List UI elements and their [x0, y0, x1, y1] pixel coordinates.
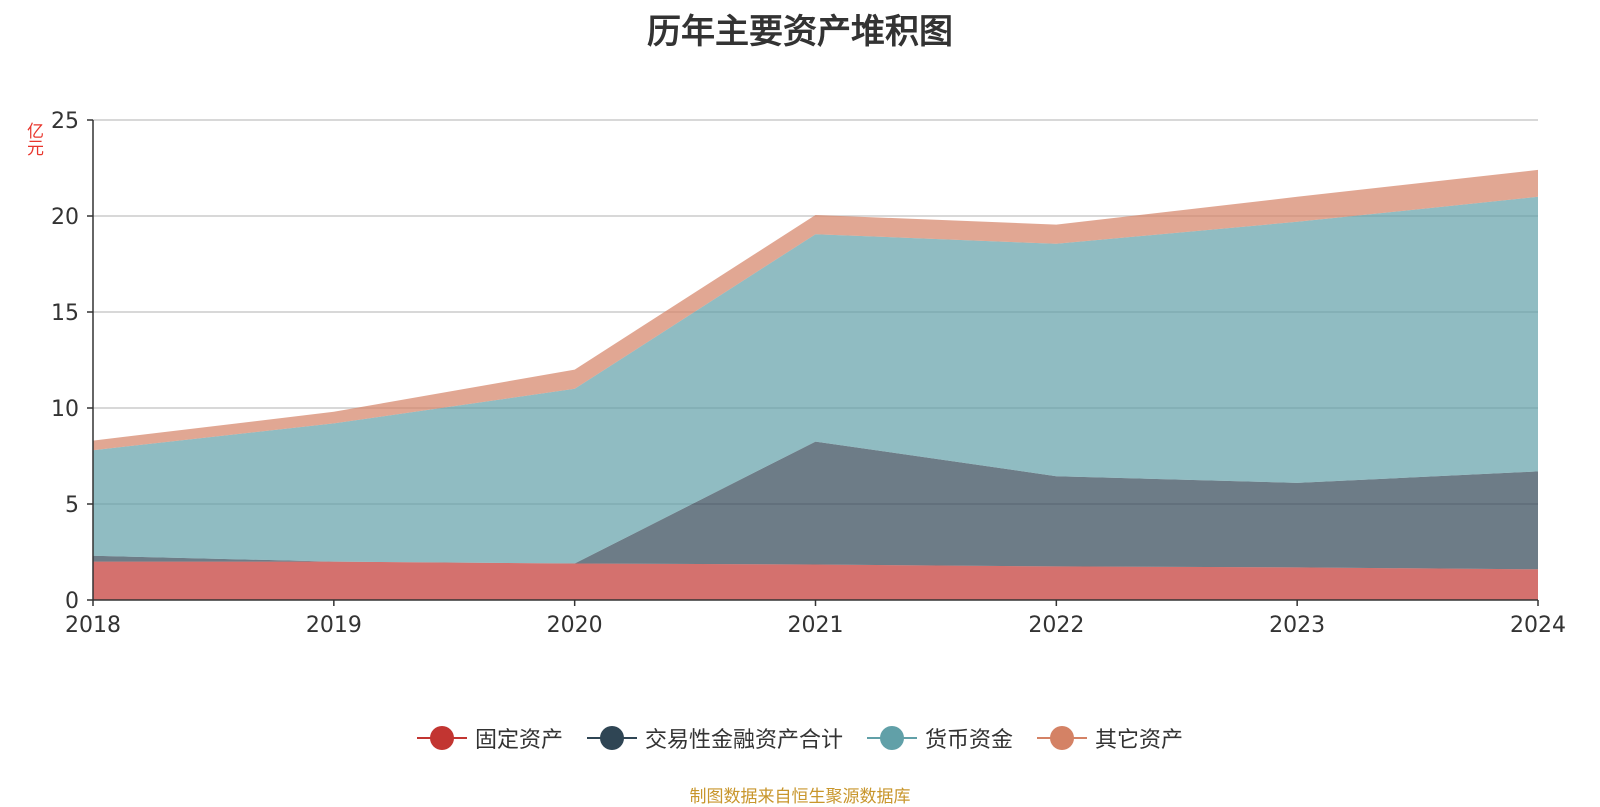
- legend-item[interactable]: 货币资金: [867, 722, 1013, 754]
- stacked-area-chart: 0 5 10 15 20 25 2018 2019 2020 2021 2022 2023 2024: [51, 109, 1566, 638]
- legend-label: 交易性金融资产合计: [644, 728, 843, 753]
- legend-marker-icon: [586, 725, 637, 751]
- x-tick-label: 2018: [65, 613, 121, 638]
- x-tick-label: 2024: [1510, 613, 1566, 638]
- legend-marker-icon: [867, 725, 917, 751]
- x-tick-label: 2019: [306, 613, 362, 638]
- chart-legend: 固定资产 交易性金融资产合计 货币资金 其它资产: [0, 720, 1600, 756]
- legend-marker-icon: [416, 725, 467, 751]
- x-tick-label: 2023: [1269, 613, 1325, 638]
- x-tick-label: 2022: [1028, 613, 1084, 638]
- area-series-0: [93, 561, 1538, 600]
- source-note: 制图数据来自恒生聚源数据库: [689, 787, 911, 807]
- y-tick-label: 25: [51, 109, 79, 134]
- y-tick-label: 20: [51, 205, 79, 230]
- legend-marker-icon: [1037, 725, 1088, 751]
- legend-item[interactable]: 其它资产: [1037, 722, 1183, 754]
- area-series-3: [93, 169, 1538, 451]
- y-tick-label: 5: [65, 493, 79, 518]
- y-tick-label: 15: [51, 301, 79, 326]
- area-series-2: [93, 196, 1538, 564]
- legend-label: 固定资产: [474, 728, 563, 753]
- legend-label: 其它资产: [1095, 728, 1184, 753]
- y-tick-label: 10: [51, 397, 79, 422]
- x-tick-label: 2021: [788, 613, 844, 638]
- legend-item[interactable]: 交易性金融资产合计: [586, 722, 843, 754]
- chart-title: 历年主要资产堆积图: [647, 12, 953, 52]
- y-axis-unit: 亿元: [23, 122, 43, 156]
- x-tick-label: 2020: [547, 613, 603, 638]
- y-tick-label: 0: [65, 589, 79, 614]
- legend-item[interactable]: 固定资产: [416, 722, 563, 754]
- area-series-1: [93, 441, 1538, 570]
- legend-label: 货币资金: [925, 728, 1014, 753]
